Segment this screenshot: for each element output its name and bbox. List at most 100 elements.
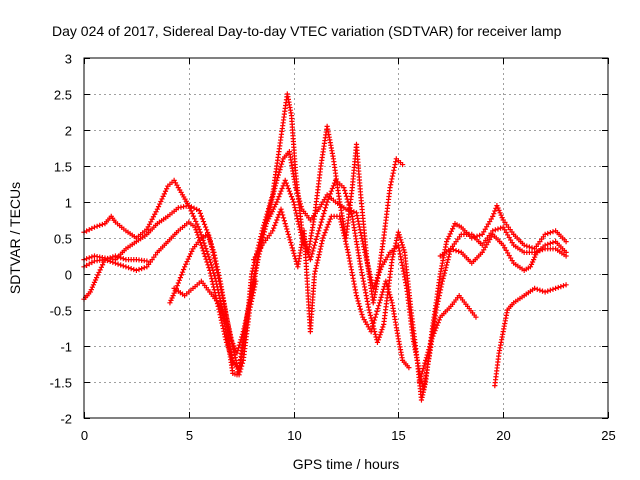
data-point (184, 259, 190, 265)
data-point (86, 261, 92, 267)
data-point (214, 264, 220, 270)
data-point (97, 267, 103, 273)
data-point (112, 260, 119, 266)
data-point (297, 227, 303, 233)
data-point (272, 222, 278, 228)
data-point (435, 320, 441, 326)
data-point (270, 191, 276, 197)
y-tick-label: 3 (65, 52, 72, 67)
data-point (279, 209, 285, 215)
data-point (366, 307, 372, 313)
data-point (316, 228, 322, 234)
data-point (238, 366, 244, 372)
data-point (187, 251, 194, 257)
data-point (231, 349, 237, 355)
data-point (317, 246, 323, 252)
data-point (278, 164, 284, 170)
data-point (318, 243, 324, 249)
data-point (164, 186, 170, 192)
data-point (388, 182, 394, 188)
data-point (371, 283, 377, 289)
data-point (178, 272, 185, 278)
data-point (389, 176, 395, 182)
data-point (120, 256, 126, 262)
data-point (368, 274, 374, 280)
data-point (248, 298, 255, 304)
data-point (494, 203, 500, 209)
data-point (261, 226, 267, 232)
data-point (378, 329, 384, 335)
data-point (297, 198, 303, 204)
data-point (393, 159, 399, 165)
data-point (314, 233, 320, 240)
data-point (102, 257, 108, 263)
data-point (344, 244, 350, 250)
data-point (496, 207, 502, 213)
data-point (370, 323, 376, 329)
data-point (376, 334, 382, 340)
data-point (445, 236, 451, 242)
data-point (316, 225, 323, 231)
data-point (194, 229, 200, 235)
data-point (377, 297, 383, 303)
x-tick-label: 25 (601, 428, 615, 443)
data-point (283, 180, 289, 186)
data-point (218, 317, 224, 323)
data-point (342, 238, 349, 244)
data-point (266, 207, 272, 213)
data-point (288, 194, 295, 200)
data-point (400, 244, 406, 250)
data-point (547, 240, 553, 246)
data-point (530, 257, 537, 263)
data-point (342, 235, 348, 242)
data-point (84, 256, 90, 262)
data-point (366, 266, 372, 272)
data-point (312, 268, 318, 274)
data-point (435, 298, 441, 304)
data-point (431, 330, 437, 336)
y-tick-label: 0 (65, 268, 72, 283)
data-point (445, 257, 451, 263)
data-point (291, 250, 297, 256)
data-point (376, 269, 383, 275)
data-point (141, 265, 147, 271)
data-point (545, 288, 551, 294)
data-point (276, 194, 282, 200)
data-point (271, 225, 277, 231)
data-point (311, 242, 318, 248)
data-point (342, 190, 349, 196)
data-point (366, 269, 372, 275)
data-point (539, 288, 546, 294)
data-point (346, 207, 352, 213)
data-point (542, 231, 548, 237)
data-point (248, 301, 254, 307)
data-point (170, 293, 176, 299)
data-point (252, 281, 258, 287)
series-track-5 (167, 231, 259, 378)
data-point (521, 242, 527, 248)
data-point (267, 204, 273, 210)
data-point (97, 222, 103, 228)
data-point (185, 256, 191, 262)
data-point (471, 234, 477, 240)
data-point (441, 270, 448, 276)
data-point (545, 241, 551, 247)
data-point (434, 322, 440, 328)
data-point (221, 316, 228, 322)
data-point (198, 242, 204, 248)
data-point (371, 320, 377, 326)
data-point (218, 314, 224, 321)
data-point (208, 242, 214, 248)
data-point (213, 258, 219, 264)
data-point (89, 254, 95, 260)
data-point (217, 275, 223, 281)
data-point (281, 218, 287, 224)
data-point (179, 269, 186, 275)
data-point (375, 337, 381, 343)
data-point (84, 262, 90, 268)
data-point (498, 212, 504, 218)
data-point (448, 228, 454, 234)
data-point (167, 300, 173, 306)
data-point (264, 215, 270, 221)
